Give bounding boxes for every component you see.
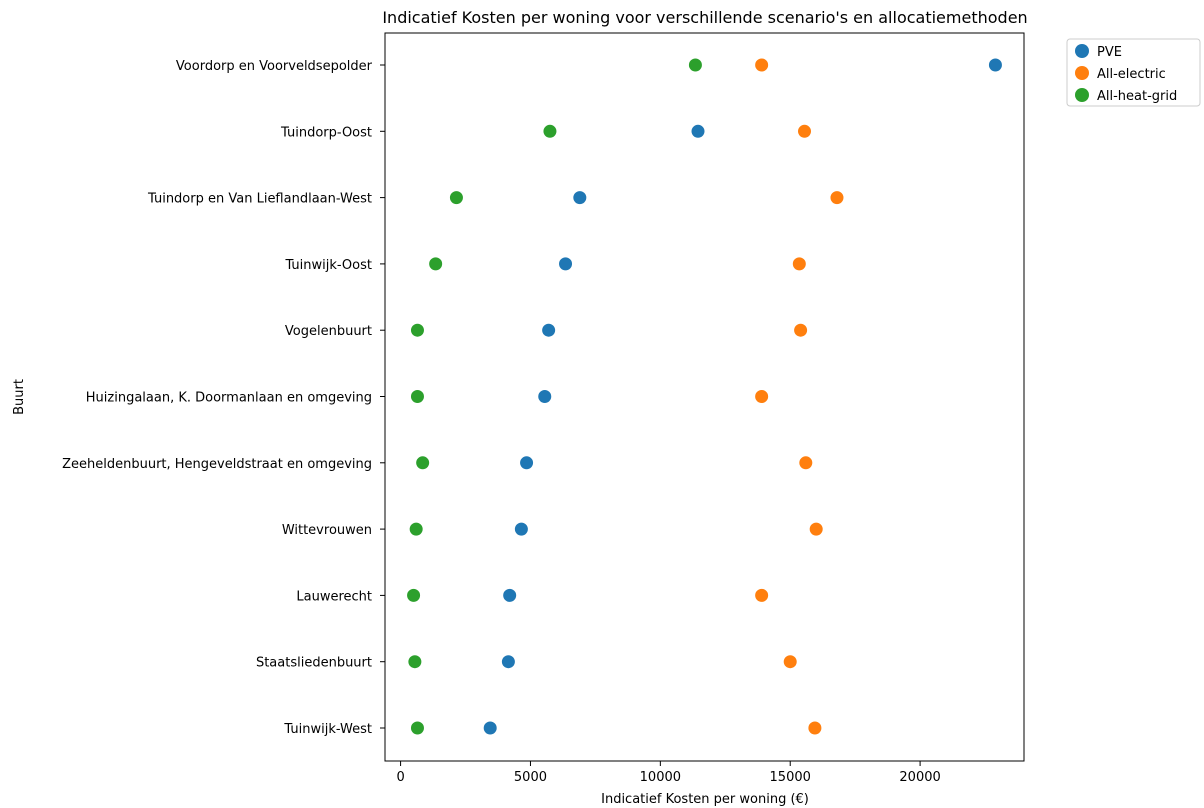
- plot-area: [384, 32, 1025, 762]
- data-point-all-heat-grid: [409, 322, 425, 338]
- data-point-pve: [558, 256, 574, 272]
- y-axis-title: Buurt: [12, 379, 27, 415]
- data-point-all-electric: [797, 123, 813, 139]
- legend-marker: [1075, 66, 1089, 80]
- y-tick-label: Tuindorp-Oost: [280, 125, 372, 140]
- x-axis-ticks: 0 5000 10000 15000 20000: [396, 761, 941, 785]
- y-tick-label: Lauwerecht: [296, 589, 372, 604]
- y-tick-label: Tuindorp en Van Lieflandlaan-West: [147, 192, 372, 207]
- y-tick-label: Staatsliedenbuurt: [256, 656, 372, 671]
- legend-frame: [1066, 38, 1201, 107]
- data-point-all-electric: [793, 322, 809, 338]
- y-tick-label: Tuinwijk-Oost: [284, 258, 372, 273]
- data-point-all-electric: [829, 190, 845, 206]
- y-tick-label: Vogelenbuurt: [285, 324, 372, 339]
- y-tick-label: Wittevrouwen: [282, 523, 372, 538]
- data-point-pve: [500, 654, 516, 670]
- data-point-all-electric: [807, 720, 823, 736]
- data-point-all-heat-grid: [408, 521, 424, 537]
- data-point-all-heat-grid: [409, 720, 425, 736]
- data-point-all-electric: [808, 521, 824, 537]
- data-point-pve: [502, 587, 518, 603]
- legend-marker: [1075, 88, 1089, 102]
- legend: PVE All-electric All-heat-grid: [1066, 38, 1201, 107]
- y-tick-label: Zeeheldenbuurt, Hengeveldstraat en omgev…: [62, 457, 372, 472]
- chart-title: Indicatief Kosten per woning voor versch…: [382, 8, 1027, 27]
- data-point-pve: [513, 521, 529, 537]
- y-tick-label: Huizingalaan, K. Doormanlaan en omgeving: [86, 391, 372, 406]
- data-point-pve: [572, 190, 588, 206]
- y-tick-label: Tuinwijk-West: [283, 722, 372, 737]
- y-tick-labels: Voordorp en Voorveldsepolder Tuindorp-Oos…: [62, 59, 385, 737]
- data-point-all-heat-grid: [409, 389, 425, 404]
- data-point-pve: [537, 389, 553, 404]
- x-tick-label: 10000: [640, 770, 681, 785]
- data-point-all-electric: [798, 455, 814, 471]
- y-tick-label: Voordorp en Voorveldsepolder: [176, 59, 373, 74]
- data-point-all-heat-grid: [415, 455, 431, 471]
- data-point-all-heat-grid: [407, 654, 423, 670]
- x-tick-label: 0: [396, 770, 404, 785]
- x-tick-label: 20000: [899, 770, 940, 785]
- data-points: [406, 57, 1003, 736]
- legend-label: PVE: [1097, 45, 1122, 60]
- legend-marker: [1075, 44, 1089, 58]
- x-tick-label: 15000: [770, 770, 811, 785]
- x-tick-label: 5000: [514, 770, 547, 785]
- data-point-pve: [690, 123, 706, 139]
- data-point-pve: [482, 720, 498, 736]
- legend-label: All-electric: [1097, 67, 1166, 82]
- data-point-all-heat-grid: [406, 587, 422, 603]
- legend-label: All-heat-grid: [1097, 89, 1177, 104]
- data-point-all-heat-grid: [428, 256, 444, 272]
- data-point-all-heat-grid: [687, 57, 703, 73]
- data-point-all-heat-grid: [448, 190, 464, 206]
- data-point-all-electric: [791, 256, 807, 272]
- data-point-pve: [541, 322, 557, 338]
- data-point-all-electric: [754, 389, 770, 404]
- data-point-all-electric: [754, 57, 770, 73]
- x-axis-title: Indicatief Kosten per woning (€): [601, 792, 809, 807]
- data-point-all-heat-grid: [542, 123, 558, 139]
- data-point-pve: [519, 455, 535, 471]
- data-point-pve: [987, 57, 1003, 73]
- data-point-all-electric: [782, 654, 798, 670]
- data-point-all-electric: [754, 587, 770, 603]
